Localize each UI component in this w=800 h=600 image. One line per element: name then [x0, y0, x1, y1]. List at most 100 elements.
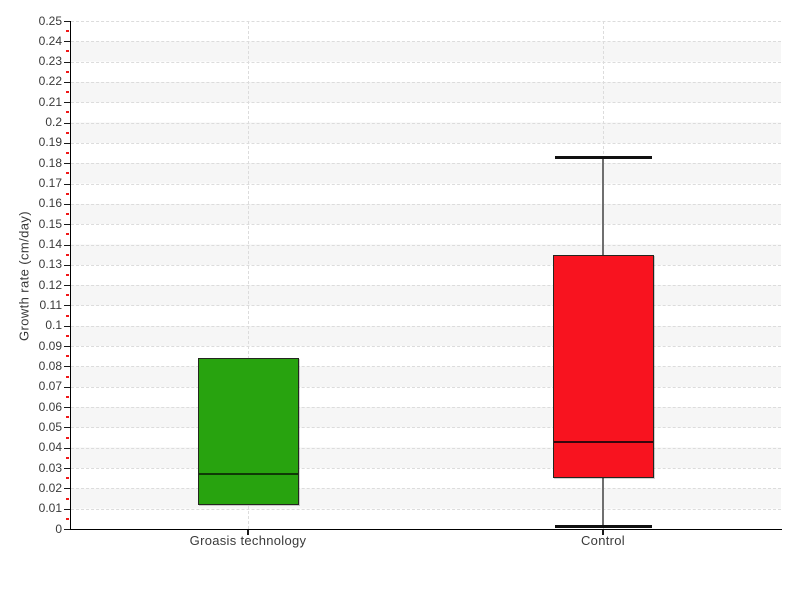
y-major-tick: [64, 61, 70, 63]
y-minor-tick: [66, 233, 69, 236]
h-gridline: [71, 488, 781, 490]
y-minor-tick: [66, 253, 69, 256]
h-gridline: [71, 244, 781, 246]
y-minor-tick: [66, 213, 69, 216]
h-gridline: [71, 142, 781, 144]
h-gridline: [71, 447, 781, 449]
y-major-tick: [64, 386, 70, 388]
h-gridline: [71, 183, 781, 185]
h-gridline: [71, 325, 781, 327]
h-gridline: [71, 346, 781, 348]
y-major-tick: [64, 41, 70, 43]
y-major-tick: [64, 305, 70, 307]
x-axis-line: [70, 529, 782, 530]
h-gridline: [71, 468, 781, 470]
y-tick-label: 0.22: [38, 74, 62, 89]
box-control: [552, 254, 654, 479]
y-major-tick: [64, 285, 70, 287]
y-major-tick: [64, 21, 70, 22]
h-gridline: [71, 264, 781, 266]
h-gridline: [71, 407, 781, 409]
y-tick-label: 0.01: [38, 501, 62, 516]
lower-whisker-line: [602, 478, 604, 527]
x-category-label: Control: [580, 533, 625, 548]
y-tick-label: 0.25: [38, 13, 62, 28]
h-gridline: [71, 122, 781, 124]
h-gridline: [71, 102, 781, 104]
y-tick-label: 0.02: [38, 480, 62, 495]
y-major-tick: [64, 366, 70, 368]
h-gridline: [71, 203, 781, 205]
h-gridline: [71, 305, 781, 307]
y-minor-tick: [66, 192, 69, 195]
y-tick-label: 0.18: [38, 155, 62, 170]
y-minor-tick: [66, 375, 69, 378]
y-major-tick: [64, 407, 70, 409]
y-tick-label: 0.24: [38, 33, 62, 48]
y-minor-tick: [66, 456, 69, 459]
y-major-tick: [64, 142, 70, 144]
median-line: [553, 440, 653, 443]
y-major-tick: [64, 81, 70, 83]
y-tick-label: 0.23: [38, 54, 62, 69]
y-major-tick: [64, 508, 70, 510]
y-major-tick: [64, 122, 70, 124]
y-major-tick: [64, 529, 70, 530]
y-axis-line: [70, 21, 71, 530]
y-major-tick: [64, 468, 70, 470]
y-tick-label: 0.07: [38, 379, 62, 394]
h-gridline: [71, 508, 781, 510]
y-minor-tick: [66, 517, 69, 520]
y-major-tick: [64, 163, 70, 165]
y-tick-label: 0.04: [38, 440, 62, 455]
y-major-tick: [64, 244, 70, 246]
h-gridline: [71, 41, 781, 43]
y-tick-label: 0.14: [38, 237, 62, 252]
y-tick-label: 0.15: [38, 216, 62, 231]
y-minor-tick: [66, 152, 69, 155]
y-minor-tick: [66, 477, 69, 480]
y-minor-tick: [66, 416, 69, 419]
y-minor-tick: [66, 131, 69, 134]
h-gridline: [71, 81, 781, 83]
y-minor-tick: [66, 111, 69, 114]
y-major-tick: [64, 488, 70, 490]
y-tick-label: 0: [55, 521, 62, 536]
y-minor-tick: [66, 436, 69, 439]
y-major-tick: [64, 203, 70, 205]
y-tick-label: 0.1: [45, 318, 62, 333]
y-tick-label: 0.17: [38, 176, 62, 191]
y-major-tick: [64, 264, 70, 266]
y-minor-tick: [66, 355, 69, 358]
y-minor-tick: [66, 274, 69, 276]
plot-background-bands: [71, 21, 781, 529]
y-minor-tick: [66, 395, 69, 398]
y-minor-tick: [66, 294, 69, 297]
h-gridline: [71, 61, 781, 63]
upper-whisker-line: [602, 157, 604, 255]
lower-whisker-cap: [554, 525, 652, 529]
y-tick-label: 0.03: [38, 460, 62, 475]
y-major-tick: [64, 447, 70, 449]
upper-whisker-cap: [554, 155, 652, 159]
y-major-tick: [64, 427, 70, 429]
y-minor-tick: [66, 497, 69, 500]
y-tick-label: 0.21: [38, 94, 62, 109]
y-tick-label: 0.2: [45, 115, 62, 130]
y-tick-label: 0.08: [38, 358, 62, 373]
h-gridline: [71, 285, 781, 287]
y-tick-label: 0.13: [38, 257, 62, 272]
y-minor-tick: [66, 70, 69, 73]
median-line: [198, 473, 298, 476]
y-tick-label: 0.09: [38, 338, 62, 353]
y-minor-tick: [66, 91, 69, 94]
y-minor-tick: [66, 314, 69, 317]
y-tick-label: 0.19: [38, 135, 62, 150]
y-major-tick: [64, 183, 70, 185]
y-major-tick: [64, 102, 70, 104]
box-groasis: [197, 358, 299, 505]
x-category-tick: [602, 530, 604, 535]
y-major-tick: [64, 346, 70, 348]
y-minor-tick: [66, 30, 69, 33]
